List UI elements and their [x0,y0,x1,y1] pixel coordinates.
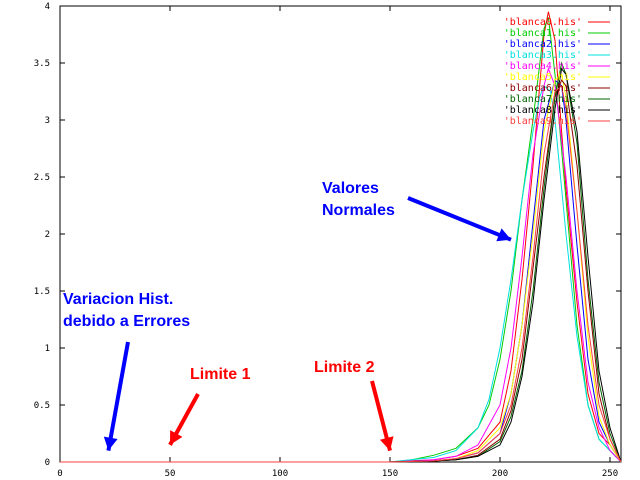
legend: 'blanca0.his''blanca1.his''blanca2.his''… [504,17,610,127]
annotation-arrowhead-3 [379,436,394,451]
y-tick-label: 3 [45,116,50,126]
y-tick-label: 1.5 [34,287,50,297]
y-tick-label: 2 [45,230,50,240]
annotation-arrowhead-0 [496,228,511,242]
legend-label-0: 'blanca0.his' [504,17,582,28]
annotation-arrow-0 [407,196,512,242]
y-tick-label: 3.5 [34,59,50,69]
legend-label-4: 'blanca4.his' [504,61,582,72]
legend-label-7: 'blanca7.his' [504,94,582,105]
series-line-9 [60,84,622,463]
series-line-8 [60,67,622,463]
y-tick-label: 4 [45,2,50,12]
annotation-text-0: Valores [322,180,379,197]
x-tick-label: 250 [602,469,618,479]
y-tick-label: 2.5 [34,173,50,183]
legend-label-2: 'blanca2.his' [504,39,582,50]
x-tick-label: 50 [165,469,176,479]
x-tick-label: 100 [272,469,288,479]
legend-label-3: 'blanca3.his' [504,50,582,61]
annotation-text-1: Variacion Hist. [63,291,173,308]
y-tick-label: 0 [45,458,50,468]
legend-label-1: 'blanca1.his' [504,28,582,39]
annotation-text-3: Limite 2 [314,359,375,376]
legend-label-5: 'blanca5.his' [504,72,582,83]
x-axis: 0 50 100 150 200 250 [57,6,618,479]
x-tick-label: 150 [382,469,398,479]
annotation-arrow-1 [106,341,130,451]
legend-label-8: 'blanca8.his' [504,105,582,116]
annotation-text-1: debido a Errores [63,313,190,330]
annotation-arrowhead-1 [103,436,118,451]
series-layer [60,11,622,463]
y-axis: 0 0.5 1 1.5 2 2.5 3 3.5 4 [34,2,621,468]
series-line-4 [60,67,622,463]
y-tick-label: 1 [45,344,50,354]
y-tick-label: 0.5 [34,401,50,411]
annotations: Valores Normales Variacion Hist. debido a E… [63,180,512,452]
series-line-3 [60,84,622,463]
legend-label-9: 'blanca9.his' [504,116,582,127]
x-tick-label: 0 [57,469,62,479]
x-tick-label: 200 [492,469,508,479]
annotation-text-0: Normales [322,202,395,219]
annotation-text-2: Limite 1 [190,366,251,383]
annotation-arrowhead-2 [170,430,183,445]
legend-label-6: 'blanca6.his' [504,83,582,94]
